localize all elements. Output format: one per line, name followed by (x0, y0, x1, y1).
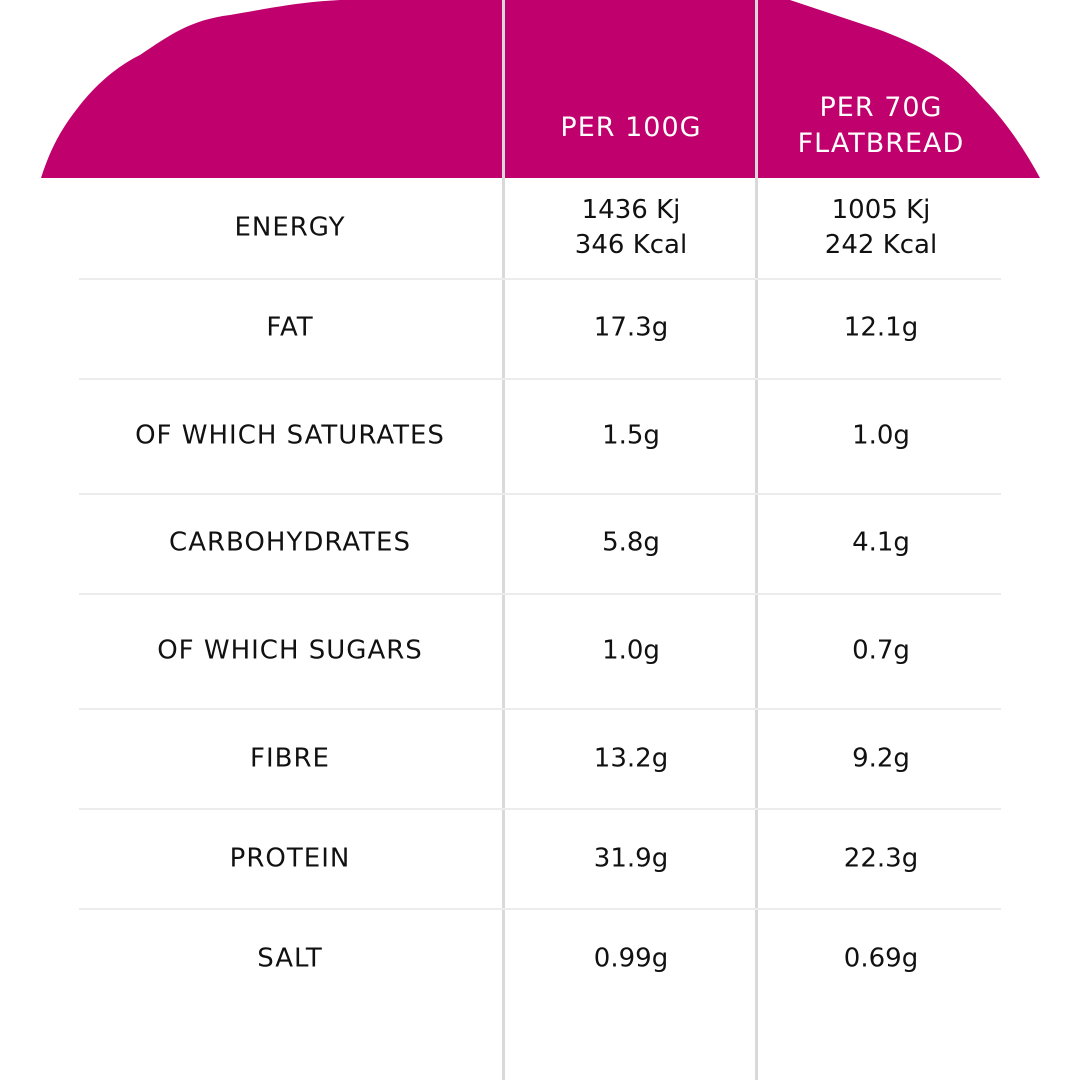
row-label: CARBOHYDRATES (169, 527, 411, 558)
value-kj: 1436 Kj (581, 195, 681, 225)
row-label: SALT (257, 943, 323, 974)
header-per-70g: PER 70G FLATBREAD (759, 90, 1003, 162)
value-per-70g: 12.1g (843, 312, 919, 343)
value-per-100g: 17.3g (593, 312, 669, 343)
header-per-70g-line1: PER 70G (819, 92, 943, 123)
value-per-100g: 5.8g (602, 527, 660, 558)
row-label: FIBRE (250, 743, 330, 774)
row-label: ENERGY (234, 212, 346, 243)
row-label: OF WHICH SATURATES (135, 420, 445, 451)
header-background (41, 0, 1040, 178)
value-per-100g: 31.9g (593, 843, 669, 874)
row-divider (79, 593, 1001, 595)
value-kcal: 346 Kcal (574, 230, 688, 260)
row-divider (79, 378, 1001, 380)
value-per-70g: 4.1g (852, 527, 910, 558)
value-per-70g: 0.7g (852, 635, 910, 666)
row-divider (79, 908, 1001, 910)
value-per-100g: 13.2g (593, 743, 669, 774)
column-divider-2 (755, 0, 758, 1080)
row-divider (79, 278, 1001, 280)
value-per-100g: 1.0g (602, 635, 660, 666)
row-divider (79, 808, 1001, 810)
column-divider-1 (502, 0, 505, 1080)
row-label: PROTEIN (229, 843, 351, 874)
row-label: FAT (266, 312, 314, 343)
value-per-70g: 22.3g (843, 843, 919, 874)
row-label: OF WHICH SUGARS (157, 635, 423, 666)
header-per-100g: PER 100G (560, 112, 702, 143)
value-per-100g: 1436 Kj 346 Kcal (506, 193, 756, 263)
row-divider (79, 493, 1001, 495)
value-per-70g: 1005 Kj 242 Kcal (759, 193, 1003, 263)
value-kcal: 242 Kcal (824, 230, 938, 260)
value-per-70g: 0.69g (843, 943, 919, 974)
value-per-100g: 1.5g (602, 420, 660, 451)
value-per-70g: 1.0g (852, 420, 910, 451)
value-kj: 1005 Kj (831, 195, 931, 225)
value-per-70g: 9.2g (852, 743, 910, 774)
header-per-70g-line2: FLATBREAD (797, 128, 965, 159)
row-divider (79, 708, 1001, 710)
value-per-100g: 0.99g (593, 943, 669, 974)
